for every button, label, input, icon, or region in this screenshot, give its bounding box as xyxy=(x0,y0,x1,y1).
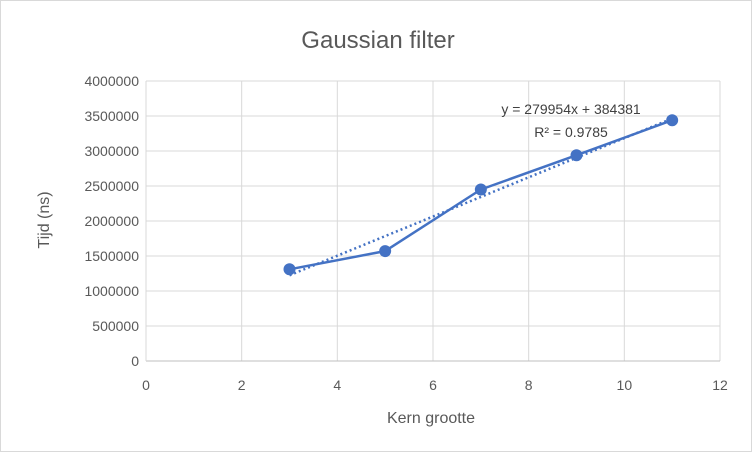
x-tick-label: 8 xyxy=(525,377,533,393)
x-tick-label: 10 xyxy=(617,377,633,393)
y-tick-label: 3500000 xyxy=(84,108,139,124)
y-axis-title: Tijd (ns) xyxy=(36,191,53,248)
y-tick-label: 2000000 xyxy=(84,213,139,229)
data-point xyxy=(474,183,487,196)
trendline-layer xyxy=(289,117,673,277)
x-tick-label: 6 xyxy=(429,377,437,393)
y-tick-label: 500000 xyxy=(92,318,139,334)
trendline xyxy=(289,117,673,277)
x-tick-label: 4 xyxy=(333,377,341,393)
trendline-r2: R² = 0.9785 xyxy=(534,124,608,140)
y-tick-label: 4000000 xyxy=(84,73,139,89)
x-tick-label: 12 xyxy=(712,377,728,393)
y-tick-label: 1000000 xyxy=(84,283,139,299)
data-point xyxy=(666,114,679,127)
trendline-equation: y = 279954x + 384381 xyxy=(501,101,641,117)
series-layer xyxy=(283,114,679,276)
x-tick-label: 0 xyxy=(142,377,150,393)
data-point xyxy=(570,149,583,162)
x-tick-label: 2 xyxy=(238,377,246,393)
data-point xyxy=(379,245,392,258)
chart-title: Gaussian filter xyxy=(301,27,454,54)
y-tick-label: 1500000 xyxy=(84,248,139,264)
y-tick-label: 3000000 xyxy=(84,143,139,159)
x-axis-title: Kern grootte xyxy=(387,410,475,427)
annotation-layer: y = 279954x + 384381 R² = 0.9785 xyxy=(501,101,641,140)
tick-labels: 0 500000 1000000 1500000 2000000 2500000 30000… xyxy=(84,73,728,393)
y-tick-label: 0 xyxy=(131,353,139,369)
y-tick-label: 2500000 xyxy=(84,178,139,194)
axes xyxy=(145,81,720,362)
grid xyxy=(146,80,721,361)
data-point xyxy=(283,263,296,276)
